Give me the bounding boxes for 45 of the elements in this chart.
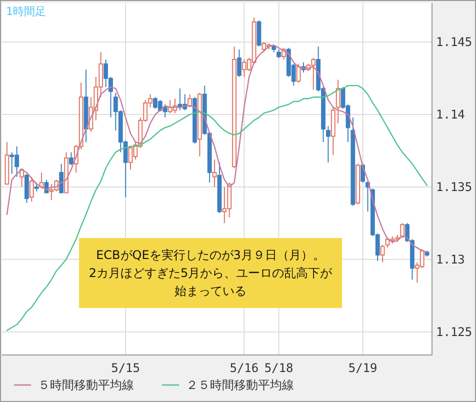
y-tick-label: 1.145 [436, 35, 472, 50]
legend-item: ５時間移動平均線 [14, 378, 134, 392]
y-tick-label: 1.14 [436, 108, 465, 122]
chart-title: 1時間足 [6, 5, 46, 18]
candlestick [350, 116, 356, 206]
legend-item: ２５時間移動平均線 [162, 378, 294, 392]
y-tick-label: 1.135 [436, 180, 472, 194]
candlestick [188, 94, 192, 108]
candlestick [59, 163, 64, 194]
candlestick [330, 106, 336, 156]
candlestick [237, 48, 242, 78]
candlestick [64, 152, 68, 194]
x-tick-label: 5/16 [230, 361, 259, 375]
legend-label: ５時間移動平均線 [38, 378, 134, 392]
candlestick [276, 48, 281, 59]
candlestick [424, 250, 430, 257]
candlestick [256, 20, 262, 47]
candlestick [4, 142, 10, 185]
legend-label: ２５時間移動平均線 [186, 378, 294, 392]
candlestick [380, 244, 385, 263]
annotation: ECBがQEを実行したのが3月９日（月）。 [95, 247, 326, 264]
candlestick [39, 172, 44, 189]
candlestick [326, 126, 330, 163]
candlestick [212, 158, 217, 188]
candlestick [217, 162, 222, 214]
x-tick-label: 5/19 [348, 361, 378, 375]
candlestick [356, 163, 360, 205]
y-tick-label: 1.13 [436, 252, 465, 266]
candlestick [192, 96, 197, 144]
candlestick [84, 69, 88, 143]
candlestick [34, 182, 39, 192]
candlestick [24, 173, 29, 204]
candlestick [232, 46, 236, 169]
candlestick [400, 222, 405, 238]
line-series [6, 84, 428, 331]
candlestick [68, 152, 74, 166]
candlestick [336, 79, 340, 124]
x-tick-label: 5/18 [264, 361, 294, 375]
candlestick [272, 44, 276, 53]
candlestick [296, 63, 301, 84]
y-tick-label: 1.125 [436, 324, 472, 339]
candlestick [198, 92, 202, 158]
annotation: 2カ月ほどすぎた5月から、ユーロの乱高下が始まっている [88, 265, 334, 300]
candlestick [29, 176, 34, 202]
x-tick-label: 5/15 [111, 361, 140, 375]
